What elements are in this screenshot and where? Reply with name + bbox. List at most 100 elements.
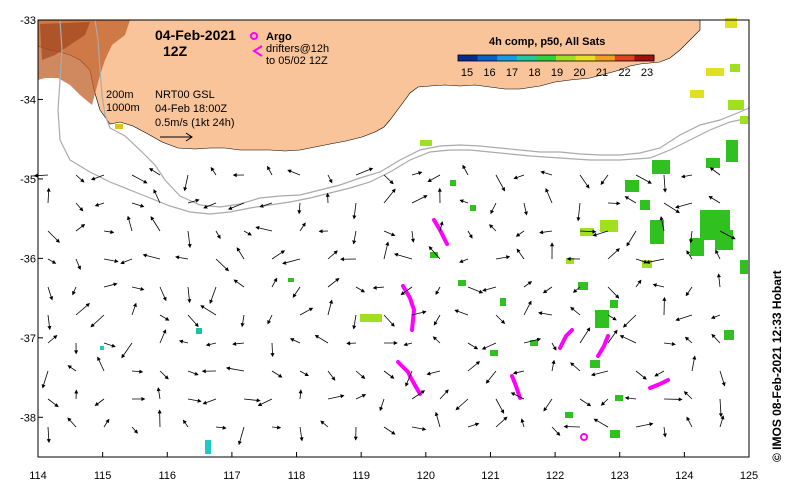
current-vector-head	[141, 396, 146, 402]
current-vector-head	[97, 356, 101, 361]
current-vector-head	[422, 310, 427, 315]
current-vector-head	[592, 229, 597, 234]
current-vector-head	[731, 235, 736, 240]
current-vector-head	[139, 369, 144, 374]
current-vector-head	[53, 335, 58, 340]
colorbar-segment	[556, 55, 577, 61]
current-vector-head	[552, 346, 557, 351]
current-vector-head	[711, 333, 716, 339]
current-vector-head	[585, 184, 590, 189]
current-vector-head	[662, 296, 667, 301]
current-vector-head	[298, 389, 303, 394]
colorbar-tick-label: 17	[506, 67, 518, 79]
current-vector-head	[662, 188, 667, 193]
current-vector-head	[289, 338, 295, 342]
current-vector-head	[361, 394, 367, 398]
current-vector-head	[671, 341, 676, 346]
longitude-tick-label: 119	[352, 470, 370, 482]
current-vector-head	[455, 406, 460, 411]
current-vector-head	[403, 342, 408, 347]
current-vector-head	[299, 437, 304, 442]
current-vector-head	[600, 180, 605, 185]
current-vector-head	[540, 170, 545, 175]
current-vector-head	[680, 174, 686, 179]
current-vector-head	[515, 232, 521, 237]
current-vector-head	[434, 411, 439, 417]
current-vector-head	[459, 199, 464, 204]
current-vector-head	[329, 299, 333, 304]
current-vector-head	[140, 286, 145, 291]
current-vector-head	[400, 291, 405, 296]
current-vector-head	[216, 234, 221, 240]
current-vector-head	[710, 315, 716, 319]
current-vector-head	[209, 299, 214, 304]
current-vector-head	[210, 166, 215, 172]
current-vector-head	[586, 327, 591, 332]
current-vector-head	[586, 402, 592, 407]
longitude-tick-label: 122	[546, 470, 564, 482]
latitude-tick-label: -33	[20, 15, 36, 27]
current-vector-head	[162, 296, 167, 302]
current-vector-head	[80, 178, 85, 183]
colorbar-segment	[458, 55, 479, 61]
drifter-legend-label: drifters@12h	[266, 43, 329, 55]
current-vector-head	[391, 430, 396, 435]
current-vector-head	[490, 209, 495, 215]
current-vector-head	[593, 418, 599, 423]
current-vector-head	[516, 248, 521, 253]
current-vector-head	[510, 392, 516, 397]
current-vector-head	[642, 375, 647, 380]
current-vector-head	[182, 419, 187, 425]
current-vector-head	[333, 250, 338, 255]
current-vector-head	[716, 273, 721, 278]
colorbar-tick-label: 23	[641, 67, 653, 79]
land-mass	[37, 19, 701, 152]
current-vector-head	[149, 168, 154, 172]
current-vector-head	[353, 436, 358, 441]
longitude-tick-label: 116	[158, 470, 176, 482]
current-vector-head	[280, 250, 286, 255]
current-vector-head	[624, 396, 629, 401]
colorbar-segment	[477, 55, 498, 61]
current-vector-head	[500, 409, 505, 414]
contour-1000m	[57, 19, 750, 215]
current-vector-head	[328, 178, 333, 184]
sst-patches	[100, 18, 748, 454]
current-vector-head	[686, 416, 691, 421]
current-vector-head	[481, 345, 487, 350]
current-vector-head	[352, 325, 357, 330]
longitude-tick-label: 125	[740, 470, 758, 482]
current-vector-head	[645, 260, 650, 265]
current-vector-head	[90, 176, 96, 181]
colorbar-segment	[497, 55, 518, 61]
current-vector-head	[647, 180, 652, 184]
current-vector-head	[501, 187, 505, 192]
current-vector-head	[85, 303, 90, 308]
current-vector-head	[427, 178, 432, 182]
current-vector-head	[225, 366, 231, 371]
colorbar-tick-label: 16	[483, 67, 495, 79]
drifter-tracks	[396, 218, 670, 400]
current-vector-head	[320, 420, 325, 425]
current-vector-head	[162, 329, 167, 334]
current-vector-head	[615, 248, 620, 253]
current-vector-head	[459, 259, 464, 263]
current-vector-head	[444, 389, 449, 394]
current-vector-head	[686, 250, 691, 255]
current-vector-head	[46, 439, 51, 444]
colorbar-tick-label: 21	[596, 67, 608, 79]
current-vector-head	[114, 259, 119, 263]
current-vector-head	[539, 230, 544, 235]
current-vector-head	[439, 221, 444, 226]
current-vector-head	[482, 287, 487, 292]
current-vector-head	[164, 316, 170, 321]
current-vector-head	[200, 305, 205, 310]
current-vector-head	[187, 243, 192, 249]
current-vector-head	[49, 296, 54, 301]
latitude-tick-label: -37	[20, 333, 36, 345]
current-vector-head	[538, 311, 543, 316]
contour-200m	[94, 19, 750, 208]
current-vector-head	[232, 173, 237, 178]
current-vector-head	[689, 239, 694, 244]
